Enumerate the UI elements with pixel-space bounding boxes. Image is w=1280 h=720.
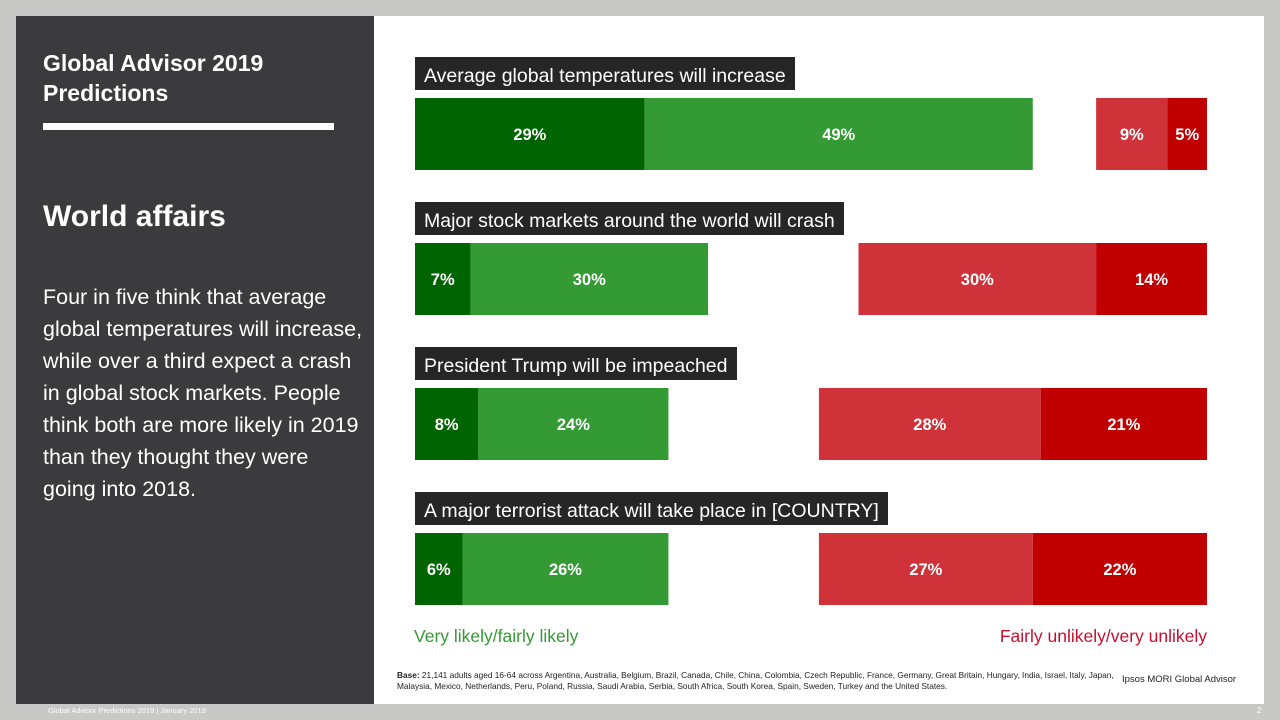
bar-fairly-likely-row-2 bbox=[470, 243, 709, 315]
base-label: Base: bbox=[397, 670, 420, 680]
data-label-very-unlikely-row-2: 14% bbox=[1135, 271, 1168, 289]
legend-likely: Very likely/fairly likely bbox=[414, 626, 579, 646]
data-label-fairly-likely-row-4: 26% bbox=[549, 561, 582, 579]
row-title-bg bbox=[415, 57, 795, 90]
bar-very-likely-row-1 bbox=[415, 98, 645, 170]
row-title-text: President Trump will be impeached bbox=[424, 355, 727, 377]
bar-very-likely-row-3 bbox=[415, 388, 479, 460]
bar-very-likely-row-4 bbox=[415, 533, 463, 605]
row-title-4: A major terrorist attack will take place… bbox=[415, 492, 888, 525]
data-label-fairly-unlikely-row-4: 27% bbox=[909, 561, 942, 579]
bar-very-unlikely-row-2 bbox=[1096, 243, 1207, 315]
bar-very-likely-row-2 bbox=[415, 243, 471, 315]
bar-fairly-unlikely-row-1 bbox=[1096, 98, 1168, 170]
summary-text: Four in five think that average global t… bbox=[43, 285, 363, 501]
bar-fairly-likely-row-3 bbox=[478, 388, 669, 460]
bar-fairly-unlikely-row-2 bbox=[858, 243, 1097, 315]
title-divider bbox=[43, 123, 334, 130]
report-title: Global Advisor 2019 Predictions bbox=[43, 50, 264, 106]
bar-very-unlikely-row-3 bbox=[1040, 388, 1207, 460]
data-label-fairly-unlikely-row-2: 30% bbox=[961, 271, 994, 289]
row-title-3: President Trump will be impeached bbox=[415, 347, 737, 380]
base-text: 21,141 adults aged 16-64 across Argentin… bbox=[397, 670, 1114, 691]
data-label-fairly-unlikely-row-1: 9% bbox=[1120, 126, 1144, 144]
footer-text: Global Advisor Predictions 2019 | Januar… bbox=[48, 706, 206, 715]
bar-very-unlikely-row-1 bbox=[1167, 98, 1207, 170]
row-title-text: Average global temperatures will increas… bbox=[424, 65, 786, 87]
row-title-text: A major terrorist attack will take place… bbox=[424, 500, 879, 522]
data-label-very-unlikely-row-4: 22% bbox=[1103, 561, 1136, 579]
bar-fairly-unlikely-row-4 bbox=[818, 533, 1033, 605]
diverging-bar-chart: Average global temperatures will increas… bbox=[415, 57, 1207, 605]
data-label-very-unlikely-row-1: 5% bbox=[1175, 126, 1199, 144]
data-label-very-likely-row-3: 8% bbox=[435, 416, 459, 434]
data-label-very-unlikely-row-3: 21% bbox=[1107, 416, 1140, 434]
data-label-fairly-likely-row-3: 24% bbox=[557, 416, 590, 434]
bar-very-unlikely-row-4 bbox=[1032, 533, 1207, 605]
page-number: 2 bbox=[1257, 706, 1262, 715]
data-label-fairly-likely-row-1: 49% bbox=[822, 126, 855, 144]
data-label-fairly-unlikely-row-3: 28% bbox=[913, 416, 946, 434]
base-footnote: Base: 21,141 adults aged 16-64 across Ar… bbox=[397, 670, 1117, 692]
row-title-bg bbox=[415, 492, 888, 525]
data-label-very-likely-row-1: 29% bbox=[513, 126, 546, 144]
data-label-very-likely-row-2: 7% bbox=[431, 271, 455, 289]
row-title-bg bbox=[415, 202, 844, 235]
main-panel: Average global temperatures will increas… bbox=[374, 16, 1264, 704]
bar-fairly-likely-row-4 bbox=[462, 533, 669, 605]
section-heading: World affairs bbox=[43, 200, 226, 233]
row-title-2: Major stock markets around the world wil… bbox=[415, 202, 844, 235]
data-label-fairly-likely-row-2: 30% bbox=[573, 271, 606, 289]
bar-fairly-unlikely-row-3 bbox=[818, 388, 1041, 460]
row-title-text: Major stock markets around the world wil… bbox=[424, 210, 835, 232]
bar-fairly-likely-row-1 bbox=[644, 98, 1033, 170]
row-title-1: Average global temperatures will increas… bbox=[415, 57, 795, 90]
legend-unlikely: Fairly unlikely/very unlikely bbox=[999, 626, 1207, 646]
source-note: Ipsos MORI Global Advisor bbox=[1122, 674, 1237, 685]
left-panel: Global Advisor 2019 Predictions World af… bbox=[16, 16, 374, 704]
data-label-very-likely-row-4: 6% bbox=[427, 561, 451, 579]
row-title-bg bbox=[415, 347, 737, 380]
